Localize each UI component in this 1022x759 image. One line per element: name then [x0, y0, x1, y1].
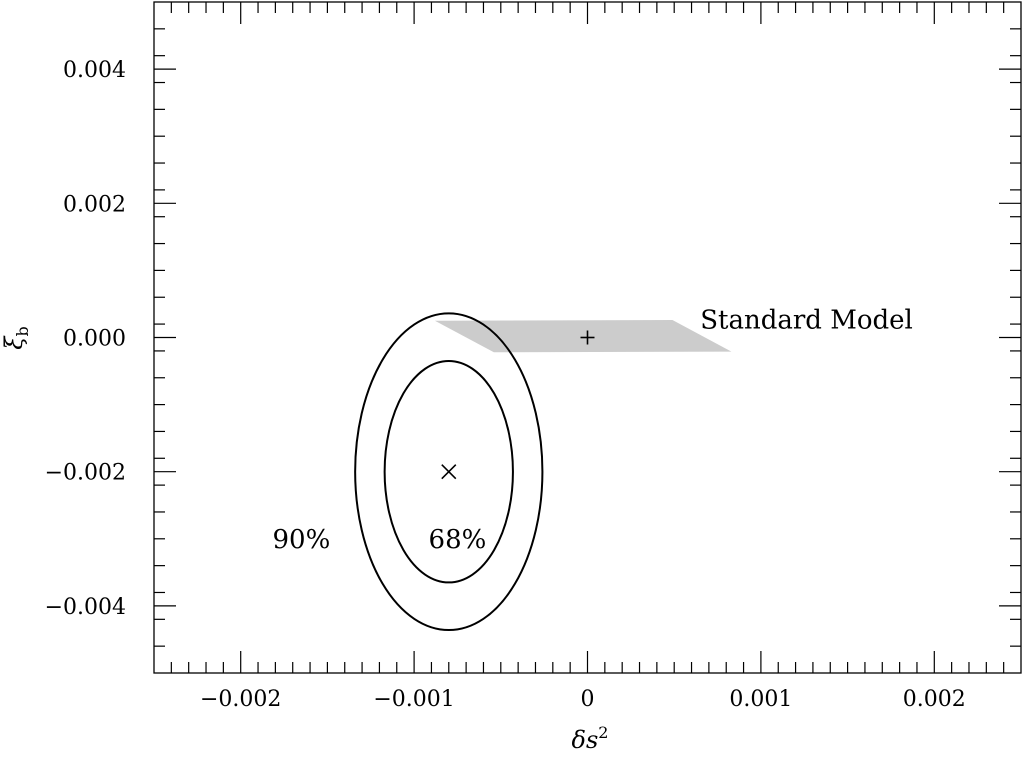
standard-model-point	[580, 330, 595, 345]
contour-layer	[354, 312, 544, 632]
contour-label-90: 90%	[272, 525, 330, 555]
standard-model-region	[434, 320, 732, 353]
x-tick-label: 0	[581, 687, 595, 712]
annotation-layer: 68% 90% Standard Model	[272, 305, 912, 554]
x-axis-label: δs2	[572, 723, 609, 754]
y-axis-label: ξb	[0, 326, 32, 349]
standard-model-layer	[434, 320, 732, 353]
contour-90	[354, 312, 544, 632]
y-tick-label: −0.002	[45, 461, 126, 486]
contour-68	[383, 359, 514, 584]
y-tick-label: 0.004	[63, 58, 126, 83]
contour-label-68: 68%	[429, 525, 487, 555]
x-tick-label: −0.001	[373, 687, 454, 712]
standard-model-label: Standard Model	[700, 305, 913, 335]
tick-layer	[154, 2, 1021, 673]
y-tick-label: 0.002	[63, 192, 126, 217]
x-tick-label: 0.002	[903, 687, 966, 712]
marker-layer	[441, 330, 595, 480]
tick-label-layer: −0.002 −0.001 0 0.001 0.002 0.004 0.002 0.000 −0…	[45, 58, 966, 712]
y-tick-label: 0.000	[63, 327, 126, 352]
best-fit-marker	[441, 464, 457, 480]
y-tick-label: −0.004	[45, 595, 126, 620]
x-tick-label: 0.001	[729, 687, 792, 712]
x-tick-label: −0.002	[200, 687, 281, 712]
